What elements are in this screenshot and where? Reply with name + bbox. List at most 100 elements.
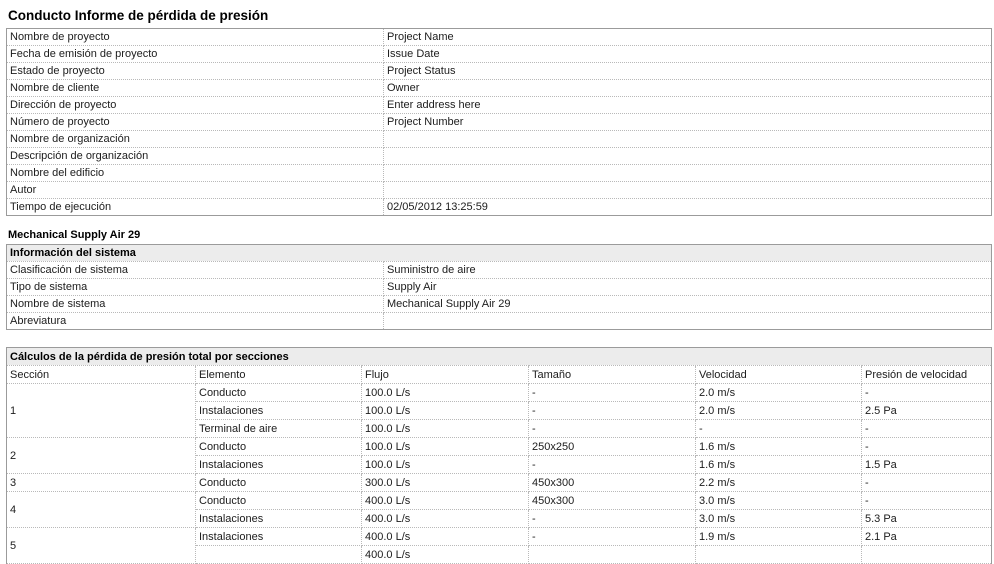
- project-info-table: Nombre de proyecto Project Name Fecha de e…: [6, 28, 992, 216]
- project-info-value: 02/05/2012 13:25:59: [383, 198, 992, 216]
- project-info-value: [383, 130, 992, 148]
- section-first-row: 1 Conducto 100.0 L/s -2.0 m/s -: [6, 383, 993, 438]
- table-row: Nombre de sistema Mechanical Supply Air 2…: [6, 295, 992, 313]
- column-header: Sección: [6, 365, 196, 384]
- section-number: 1: [6, 383, 196, 438]
- project-info-value: Project Number: [383, 113, 992, 131]
- table-row: Nombre de organización: [6, 130, 992, 148]
- velocity-cell: 2.0 m/s: [695, 401, 862, 420]
- velocity-pressure-cell: 2.5 Pa: [860, 401, 993, 420]
- velocity-cell: 2.2 m/s: [695, 473, 862, 492]
- system-info-label: Nombre de sistema: [6, 295, 384, 313]
- velocity-cell: -: [695, 419, 862, 438]
- system-heading: Mechanical Supply Air 29: [8, 229, 141, 241]
- project-info-value: [383, 147, 992, 165]
- velocity-pressure-cell: -: [860, 419, 993, 438]
- element-cell: Terminal de aire: [195, 419, 362, 438]
- system-info-value: Mechanical Supply Air 29: [383, 295, 992, 313]
- velocity-pressure-cell: -: [860, 491, 993, 510]
- table-row: Nombre del edificio: [6, 164, 992, 182]
- project-info-label: Autor: [6, 181, 384, 199]
- report-document: Conducto Informe de pérdida de presión N…: [0, 8, 994, 564]
- velocity-cell: [695, 545, 862, 564]
- size-cell: -: [528, 383, 696, 402]
- column-header: Presión de velocidad: [860, 365, 993, 384]
- system-table-title: Información del sistema: [6, 244, 992, 262]
- velocity-pressure-cell: [860, 545, 993, 564]
- project-info-value: Issue Date: [383, 45, 992, 63]
- table-row: Número de proyecto Project Number: [6, 113, 992, 131]
- velocity-pressure-cell: 5.3 Pa: [860, 509, 993, 528]
- size-cell: -: [528, 455, 696, 474]
- flow-cell: 100.0 L/s: [361, 437, 529, 456]
- column-header: Velocidad: [695, 365, 862, 384]
- element-cell: Conducto: [195, 437, 362, 456]
- column-header: Elemento: [195, 365, 362, 384]
- velocity-cell: 3.0 m/s: [695, 509, 862, 528]
- element-cell: [195, 545, 362, 564]
- table-row: Tipo de sistema Supply Air: [6, 278, 992, 296]
- section-first-row: 2 Conducto 100.0 L/s 250x250 1.6 m/s -: [6, 437, 993, 474]
- column-header-row: Sección Elemento Flujo Tamaño Velocidad Presi…: [6, 365, 993, 384]
- project-info-label: Nombre de proyecto: [6, 28, 384, 46]
- project-info-label: Nombre del edificio: [6, 164, 384, 182]
- flow-cell: 300.0 L/s: [361, 473, 529, 492]
- column-header: Flujo: [361, 365, 529, 384]
- velocity-pressure-cell: -: [860, 437, 993, 456]
- element-cell: Instalaciones: [195, 509, 362, 528]
- section-first-row: 4 Conducto 400.0 L/s 450x300 3.0 m/s -: [6, 491, 993, 528]
- element-cell: Conducto: [195, 473, 362, 492]
- project-info-value: Project Status: [383, 62, 992, 80]
- velocity-pressure-cell: -: [860, 383, 993, 402]
- size-cell: 250x250: [528, 437, 696, 456]
- element-cell: Conducto: [195, 383, 362, 402]
- velocity-cell: 1.6 m/s: [695, 437, 862, 456]
- table-title-row: Cálculos de la pérdida de presión total …: [5, 347, 993, 366]
- pressure-loss-table: Cálculos de la pérdida de presión total …: [5, 347, 993, 564]
- velocity-cell: 1.6 m/s: [695, 455, 862, 474]
- table-title-row: Información del sistema: [6, 244, 992, 262]
- project-info-value: Project Name: [383, 28, 992, 46]
- table-row: Dirección de proyecto Enter address here: [6, 96, 992, 114]
- table-row: Tiempo de ejecución 02/05/2012 13:25:59: [6, 198, 992, 216]
- element-cell: Instalaciones: [195, 401, 362, 420]
- element-cell: Conducto: [195, 491, 362, 510]
- report-title: Conducto Informe de pérdida de presión: [8, 8, 269, 23]
- section-first-row: 5 Instalaciones 400.0 L/s -1.9 m/s 2.1 Pa: [6, 527, 993, 564]
- velocity-cell: 1.9 m/s: [695, 527, 862, 546]
- system-info-value: Supply Air: [383, 278, 992, 296]
- project-info-value: [383, 181, 992, 199]
- flow-cell: 100.0 L/s: [361, 419, 529, 438]
- system-info-table: Información del sistema Clasificación de…: [6, 244, 992, 330]
- project-info-value: Owner: [383, 79, 992, 97]
- table-row: Autor: [6, 181, 992, 199]
- calculations-table-title: Cálculos de la pérdida de presión total …: [5, 347, 993, 366]
- element-cell: Instalaciones: [195, 455, 362, 474]
- system-info-value: [383, 312, 992, 330]
- table-row: Estado de proyecto Project Status: [6, 62, 992, 80]
- project-info-label: Fecha de emisión de proyecto: [6, 45, 384, 63]
- flow-cell: 400.0 L/s: [361, 491, 529, 510]
- project-info-label: Número de proyecto: [6, 113, 384, 131]
- section-number: 5: [6, 527, 196, 564]
- column-header: Tamaño: [528, 365, 696, 384]
- flow-cell: 400.0 L/s: [361, 527, 529, 546]
- section-number: 3: [6, 473, 196, 492]
- flow-cell: 400.0 L/s: [361, 545, 529, 564]
- project-info-label: Nombre de cliente: [6, 79, 384, 97]
- system-info-label: Abreviatura: [6, 312, 384, 330]
- velocity-cell: 2.0 m/s: [695, 383, 862, 402]
- table-row: Nombre de proyecto Project Name: [6, 28, 992, 46]
- system-info-label: Clasificación de sistema: [6, 261, 384, 279]
- element-cell: Instalaciones: [195, 527, 362, 546]
- flow-cell: 100.0 L/s: [361, 383, 529, 402]
- table-row: Clasificación de sistema Suministro de ai…: [6, 261, 992, 279]
- section-number: 4: [6, 491, 196, 528]
- project-info-value: [383, 164, 992, 182]
- size-cell: -: [528, 419, 696, 438]
- size-cell: [528, 545, 696, 564]
- velocity-pressure-cell: 1.5 Pa: [860, 455, 993, 474]
- size-cell: -: [528, 509, 696, 528]
- size-cell: -: [528, 401, 696, 420]
- project-info-value: Enter address here: [383, 96, 992, 114]
